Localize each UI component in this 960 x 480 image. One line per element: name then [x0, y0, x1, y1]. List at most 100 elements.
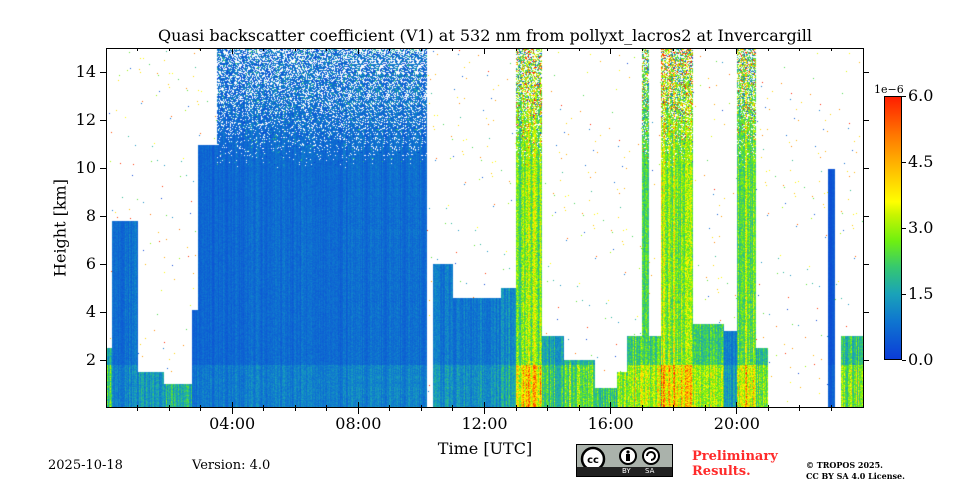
colorbar-tick-label: 6.0	[908, 86, 934, 105]
x-tick-mark	[357, 402, 359, 408]
colorbar-tick-label: 1.5	[908, 284, 934, 303]
chart-title: Quasi backscatter coefficient (V1) at 53…	[157, 26, 813, 45]
cc-sa-label: SA	[645, 467, 655, 475]
x-tick-mark	[578, 408, 580, 411]
x-tick-mark-top	[389, 48, 391, 51]
x-tick-label: 20:00	[713, 414, 760, 433]
x-tick-mark-top	[357, 48, 359, 54]
y-tick-mark	[100, 167, 106, 169]
x-tick-mark	[704, 405, 706, 408]
x-tick-mark	[200, 408, 202, 411]
x-tick-mark	[168, 405, 170, 408]
x-tick-mark-top	[767, 48, 769, 51]
preliminary-results-note: Preliminary Results.	[692, 449, 778, 479]
x-tick-mark	[515, 408, 517, 411]
x-tick-mark	[736, 408, 738, 414]
colorbar-tick-mark	[902, 293, 906, 295]
heatmap-canvas	[107, 49, 863, 407]
colorbar-tick-label: 4.5	[908, 152, 934, 171]
x-tick-mark-top	[547, 48, 549, 51]
svg-text:cc: cc	[587, 455, 599, 466]
x-tick-mark	[452, 405, 454, 408]
x-tick-mark-top	[830, 48, 832, 51]
cc-license-badge: cc BY SA	[576, 444, 673, 477]
x-tick-mark-top	[168, 48, 170, 51]
y-tick-mark	[100, 359, 106, 361]
x-tick-mark-top	[231, 48, 233, 54]
x-tick-mark-top	[673, 48, 675, 51]
x-tick-mark-top	[610, 48, 612, 54]
y-tick-mark	[100, 71, 106, 73]
cc-by-label: BY	[622, 467, 631, 475]
date-label: 2025-10-18	[48, 458, 123, 473]
x-tick-mark	[547, 408, 549, 411]
y-tick-label: 10	[75, 158, 96, 177]
x-tick-mark	[231, 402, 233, 408]
y-tick-mark	[100, 263, 106, 265]
y-tick-label: 6	[85, 254, 96, 273]
x-tick-mark	[231, 408, 233, 414]
x-tick-mark	[200, 405, 202, 408]
x-tick-mark	[137, 408, 139, 411]
license-line-2: CC BY SA 4.0 License.	[806, 471, 905, 480]
x-tick-mark	[484, 402, 485, 408]
colorbar-exponent: 1e−6	[874, 83, 904, 96]
x-tick-mark	[799, 408, 801, 411]
x-tick-mark	[673, 405, 675, 408]
x-tick-mark	[389, 408, 391, 411]
y-tick-mark-right	[863, 311, 869, 313]
x-tick-mark-top	[294, 48, 296, 51]
colorbar-tick-mark	[902, 95, 906, 97]
x-tick-mark	[294, 408, 296, 411]
y-tick-label: 2	[85, 350, 96, 369]
x-tick-mark	[168, 408, 170, 411]
x-tick-mark	[830, 405, 832, 408]
x-tick-mark	[673, 408, 675, 411]
colorbar-tick-mark	[902, 227, 906, 229]
x-tick-mark	[263, 405, 265, 408]
y-tick-mark-right	[863, 263, 869, 265]
x-tick-mark-top	[484, 48, 485, 54]
y-tick-mark-right	[863, 215, 869, 217]
x-tick-mark	[420, 408, 422, 411]
x-tick-mark	[420, 405, 422, 408]
x-tick-mark	[767, 408, 769, 411]
x-tick-mark	[641, 405, 643, 408]
x-tick-mark	[736, 402, 738, 408]
x-tick-mark-top	[452, 48, 454, 51]
x-tick-mark	[294, 405, 296, 408]
plot-area	[106, 48, 864, 408]
colorbar-tick-label: 3.0	[908, 218, 934, 237]
colorbar-tick-mark	[902, 359, 906, 361]
x-tick-label: 04:00	[209, 414, 256, 433]
x-tick-mark	[830, 408, 832, 411]
x-tick-mark-top	[326, 48, 328, 51]
x-tick-mark-top	[137, 48, 139, 51]
license-note: © TROPOS 2025. CC BY SA 4.0 License.	[806, 460, 905, 480]
x-tick-mark	[610, 408, 612, 414]
x-tick-label: 16:00	[587, 414, 634, 433]
x-tick-mark	[515, 405, 517, 408]
x-tick-mark	[641, 408, 643, 411]
x-tick-mark-top	[799, 48, 801, 51]
preliminary-line-1: Preliminary	[692, 449, 778, 464]
x-tick-label: 08:00	[335, 414, 382, 433]
y-tick-label: 12	[75, 110, 96, 129]
x-tick-mark-top	[420, 48, 422, 51]
x-tick-mark	[263, 408, 265, 411]
x-axis-label: Time [UTC]	[437, 439, 533, 458]
x-tick-mark	[326, 408, 328, 411]
x-tick-mark	[547, 405, 549, 408]
x-tick-label: 12:00	[461, 414, 508, 433]
preliminary-line-2: Results.	[692, 464, 751, 479]
version-label: Version: 4.0	[192, 458, 271, 473]
x-tick-mark-top	[736, 48, 738, 54]
y-tick-mark-right	[863, 167, 869, 169]
x-tick-mark-top	[515, 48, 517, 51]
x-tick-mark	[799, 405, 801, 408]
x-tick-mark	[704, 408, 706, 411]
x-tick-mark	[578, 405, 580, 408]
colorbar	[884, 96, 902, 360]
y-tick-label: 8	[85, 206, 96, 225]
license-line-1: © TROPOS 2025.	[806, 460, 883, 470]
